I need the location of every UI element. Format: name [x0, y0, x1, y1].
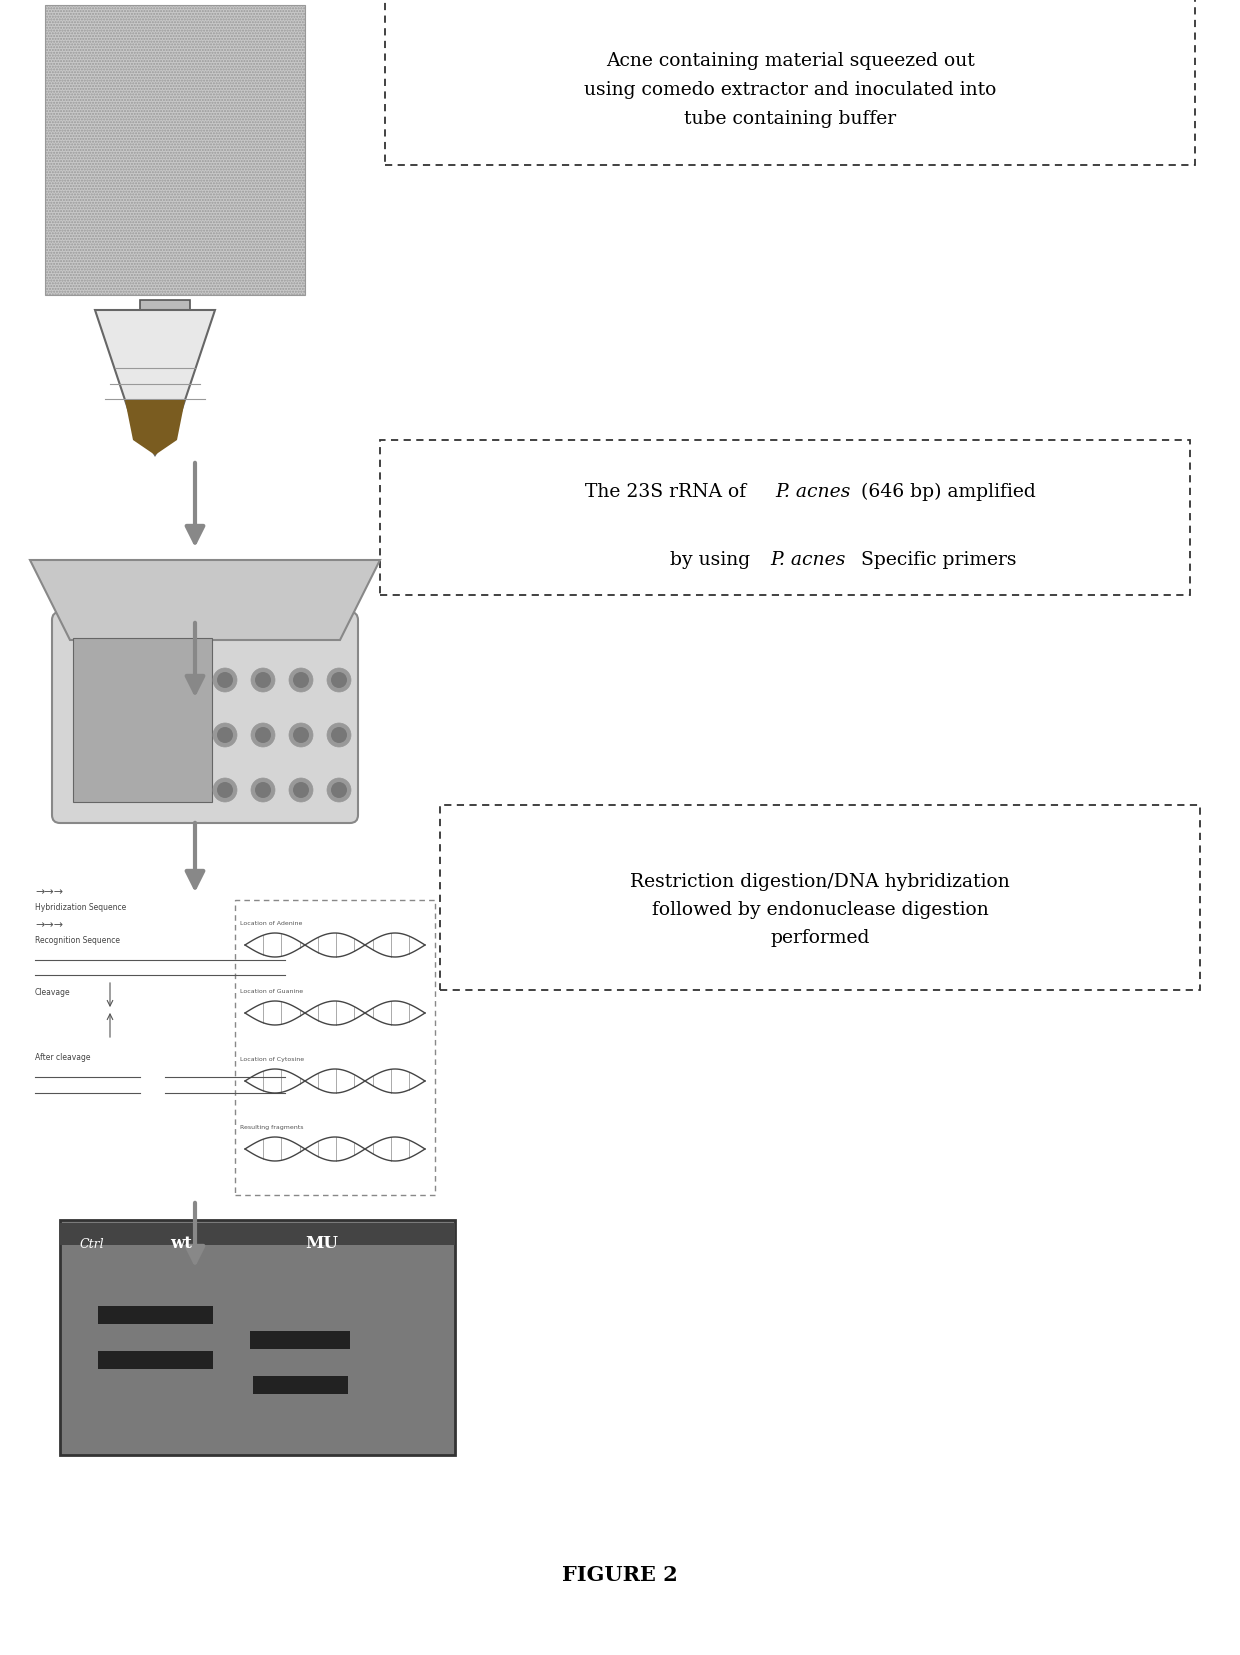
FancyBboxPatch shape: [379, 440, 1190, 596]
Circle shape: [331, 783, 347, 798]
Circle shape: [217, 727, 233, 743]
Circle shape: [250, 669, 275, 692]
Circle shape: [213, 723, 237, 746]
Text: Cleavage: Cleavage: [35, 988, 71, 996]
FancyBboxPatch shape: [60, 1220, 455, 1455]
Circle shape: [213, 778, 237, 803]
Text: by using: by using: [670, 551, 756, 569]
FancyBboxPatch shape: [440, 804, 1200, 990]
Circle shape: [331, 727, 347, 743]
Circle shape: [327, 723, 351, 746]
Circle shape: [293, 672, 309, 688]
Polygon shape: [125, 401, 185, 455]
Text: FIGURE 2: FIGURE 2: [562, 1566, 678, 1585]
Circle shape: [289, 778, 312, 803]
Text: wt: wt: [170, 1235, 192, 1251]
FancyBboxPatch shape: [52, 612, 358, 823]
FancyBboxPatch shape: [98, 1306, 213, 1324]
Circle shape: [255, 727, 272, 743]
Circle shape: [250, 723, 275, 746]
Circle shape: [217, 783, 233, 798]
Circle shape: [293, 783, 309, 798]
Text: Ctrl: Ctrl: [81, 1238, 104, 1251]
Text: Recognition Sequence: Recognition Sequence: [35, 937, 120, 945]
Text: Hybridization Sequence: Hybridization Sequence: [35, 904, 126, 912]
Text: The 23S rRNA of: The 23S rRNA of: [585, 483, 753, 501]
Circle shape: [213, 669, 237, 692]
Text: P. acnes: P. acnes: [775, 483, 851, 501]
Polygon shape: [30, 559, 379, 640]
Circle shape: [331, 672, 347, 688]
FancyBboxPatch shape: [98, 1350, 213, 1369]
Circle shape: [255, 783, 272, 798]
Text: Location of Adenine: Location of Adenine: [241, 920, 303, 927]
Circle shape: [289, 723, 312, 746]
FancyBboxPatch shape: [236, 900, 435, 1195]
Circle shape: [293, 727, 309, 743]
Text: After cleavage: After cleavage: [35, 1053, 91, 1063]
Text: MU: MU: [305, 1235, 339, 1251]
FancyBboxPatch shape: [250, 1331, 350, 1349]
FancyBboxPatch shape: [73, 637, 212, 803]
Text: Resulting fragments: Resulting fragments: [241, 1125, 304, 1130]
FancyBboxPatch shape: [60, 1223, 455, 1245]
Text: →→→: →→→: [35, 920, 63, 930]
Circle shape: [289, 669, 312, 692]
Circle shape: [255, 672, 272, 688]
Text: Location of Cytosine: Location of Cytosine: [241, 1058, 304, 1063]
Polygon shape: [140, 300, 190, 344]
Text: Specific primers: Specific primers: [856, 551, 1017, 569]
Text: (646 bp) amplified: (646 bp) amplified: [856, 483, 1035, 501]
Text: Acne containing material squeezed out
using comedo extractor and inoculated into: Acne containing material squeezed out us…: [584, 51, 996, 127]
Circle shape: [327, 778, 351, 803]
Text: Restriction digestion/DNA hybridization
followed by endonuclease digestion
perfo: Restriction digestion/DNA hybridization …: [630, 874, 1009, 947]
Text: →→→: →→→: [35, 887, 63, 897]
Circle shape: [327, 669, 351, 692]
FancyBboxPatch shape: [45, 5, 305, 295]
Polygon shape: [95, 309, 215, 455]
Circle shape: [217, 672, 233, 688]
Circle shape: [250, 778, 275, 803]
Text: Location of Guanine: Location of Guanine: [241, 990, 303, 995]
FancyBboxPatch shape: [384, 0, 1195, 166]
Text: P. acnes: P. acnes: [770, 551, 846, 569]
FancyBboxPatch shape: [253, 1375, 348, 1394]
